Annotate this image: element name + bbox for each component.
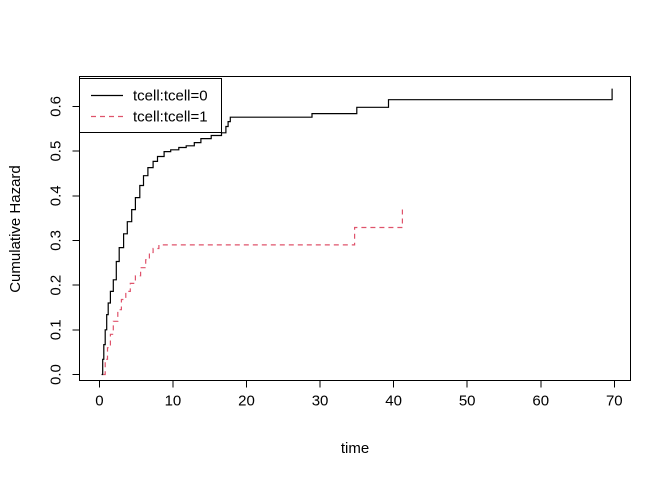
series-curves: [101, 88, 613, 376]
legend-box: [79, 78, 222, 133]
y-tick-label: 0.4: [48, 185, 65, 206]
x-tick-label: 20: [238, 393, 255, 410]
series-line-1: [103, 207, 403, 376]
y-tick-label: 0.5: [48, 141, 65, 162]
y-axis-ticks: 0.0 0.1 0.2 0.3 0.4 0.5 0.6: [48, 96, 80, 385]
legend-label-0: tcell:tcell=0: [133, 88, 208, 105]
x-tick-label: 70: [606, 393, 623, 410]
x-tick-label: 50: [459, 393, 476, 410]
x-axis-title: time: [341, 440, 369, 457]
x-tick-label: 40: [385, 393, 402, 410]
x-tick-label: 60: [532, 393, 549, 410]
y-tick-label: 0.6: [48, 96, 65, 117]
plot-box: [79, 76, 631, 381]
y-tick-label: 0.2: [48, 275, 65, 296]
legend: tcell:tcell=0 tcell:tcell=1: [79, 78, 222, 133]
y-tick-label: 0.1: [48, 319, 65, 340]
x-tick-label: 10: [165, 393, 182, 410]
y-axis-title: Cumulative Hazard: [7, 165, 24, 293]
legend-label-1: tcell:tcell=1: [133, 109, 208, 126]
x-tick-label: 30: [312, 393, 329, 410]
x-axis-ticks: 0 10 20 30 40 50 60 70: [95, 380, 623, 410]
x-tick-label: 0: [95, 393, 103, 410]
y-tick-label: 0.0: [48, 364, 65, 385]
series-line-0: [101, 88, 613, 376]
y-tick-label: 0.3: [48, 230, 65, 251]
